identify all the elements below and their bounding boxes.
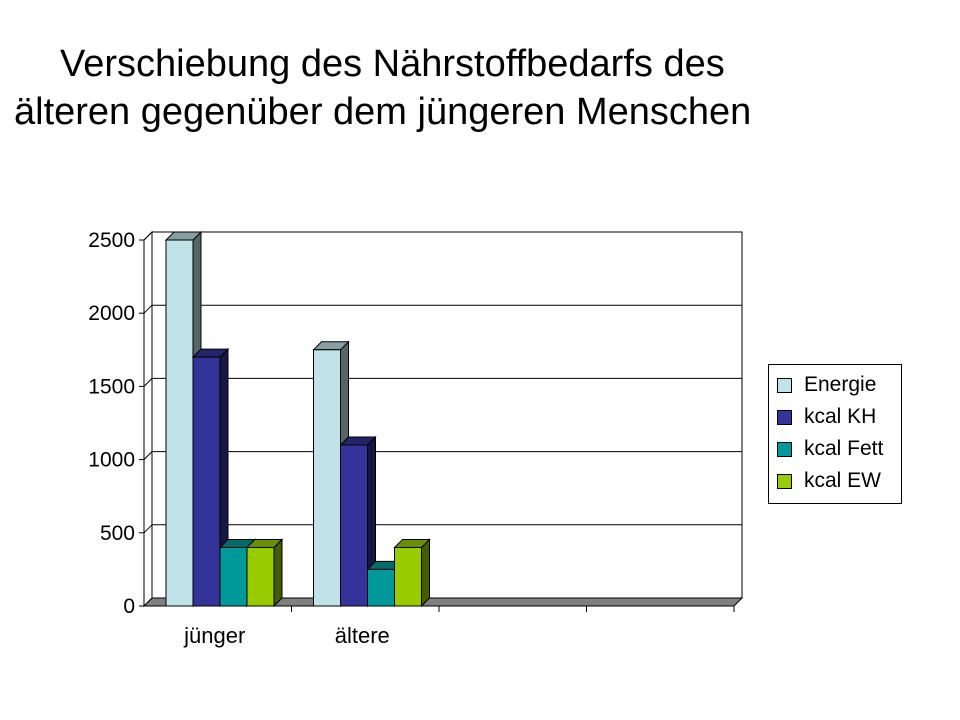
bar-kcal-ew (246, 546, 275, 607)
bar-kcal-fett (367, 568, 395, 607)
legend-item: kcal KH (777, 401, 901, 433)
legend-swatch (777, 377, 792, 393)
plot-back-wall (151, 231, 743, 599)
legend-swatch (777, 473, 792, 489)
bar-side (273, 538, 283, 608)
y-tick-label: 1000 (88, 449, 135, 472)
legend-label: kcal Fett (804, 437, 884, 460)
y-tick-label: 2500 (88, 229, 135, 252)
legend-swatch (777, 409, 792, 425)
gridline-side (143, 231, 153, 241)
legend-label: kcal EW (804, 469, 882, 492)
y-tick-label: 1500 (88, 375, 135, 398)
title-line-1: Verschiebung des Nährstoffbedarfs des (60, 43, 725, 85)
gridline-side (143, 378, 153, 387)
legend-swatch (777, 441, 792, 457)
x-tick-label: jünger (183, 623, 245, 648)
bar-kcal-fett (219, 546, 248, 607)
legend-label: Energie (804, 373, 877, 396)
slide-title: Verschiebung des Nährstoffbedarfs des äl… (0, 40, 960, 136)
gridline-side (143, 451, 153, 460)
bar-energie (165, 239, 194, 607)
title-line-2: älteren gegenüber dem jüngeren Menschen (14, 91, 752, 133)
legend-item: Energie (777, 369, 901, 401)
chart-legend: Energie kcal KH kcal Fett kcal EW (768, 364, 902, 504)
plot-side-wall (143, 230, 153, 608)
x-tick-label: ältere (335, 623, 390, 648)
plot-floor (142, 597, 744, 607)
bar-side (421, 538, 430, 608)
y-tick-label: 0 (123, 595, 135, 618)
y-tick-label: 500 (100, 522, 135, 545)
gridline-side (143, 524, 153, 534)
bar-kcal-ew (394, 546, 422, 607)
legend-item: kcal Fett (777, 433, 901, 465)
legend-label: kcal KH (804, 405, 877, 428)
gridline-side (143, 304, 153, 314)
legend-item: kcal EW (777, 465, 901, 497)
y-tick-label: 2000 (88, 302, 135, 325)
bar-kcal-kh (340, 444, 368, 607)
bar-energie (313, 349, 341, 607)
bar-kcal-kh (192, 356, 221, 607)
